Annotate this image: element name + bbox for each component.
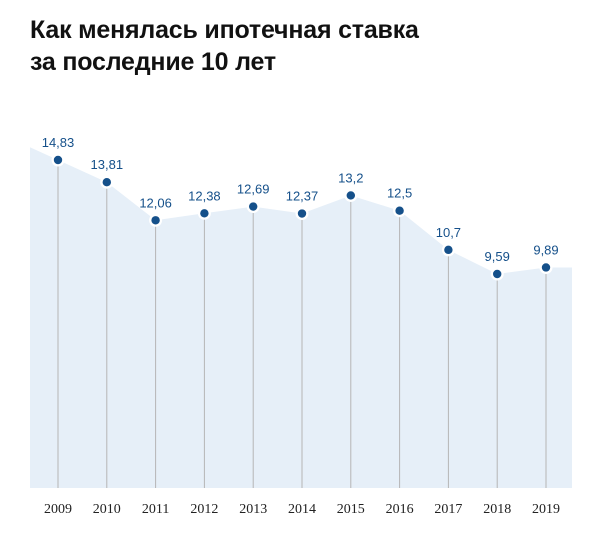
value-label-2015: 13,2 (338, 170, 363, 185)
x-tick-label-2014: 2014 (288, 502, 316, 517)
x-tick-label-2011: 2011 (142, 502, 169, 517)
x-tick-label-2017: 2017 (434, 502, 462, 517)
value-label-2009: 14,83 (42, 135, 75, 150)
chart-title: Как менялась ипотечная ставка за последн… (30, 14, 590, 78)
x-tick-label-2018: 2018 (483, 502, 511, 517)
chart-title-line-2: за последние 10 лет (30, 48, 276, 76)
value-label-2018: 9,59 (485, 249, 510, 264)
x-tick-label-2009: 2009 (44, 502, 72, 517)
x-tick-label-2012: 2012 (190, 502, 218, 517)
x-tick-label-2016: 2016 (386, 502, 414, 517)
data-point-2014 (297, 209, 307, 218)
value-label-2011: 12,06 (139, 195, 172, 210)
data-point-2012 (200, 209, 209, 218)
value-label-2010: 13,81 (91, 157, 124, 172)
x-tick-label-2013: 2013 (239, 502, 267, 517)
data-point-2017 (444, 245, 453, 255)
value-label-2013: 12,69 (237, 182, 270, 197)
x-tick-label-2010: 2010 (93, 502, 121, 517)
data-point-2015 (346, 191, 355, 200)
area-fill (30, 147, 572, 489)
data-point-2011 (151, 216, 160, 225)
value-label-2014: 12,37 (286, 189, 319, 204)
chart-title-line-1: Как менялась ипотечная ставка (30, 16, 419, 44)
value-label-2016: 12,5 (387, 186, 412, 201)
value-label-2017: 10,7 (436, 225, 461, 240)
data-point-2010 (102, 177, 112, 187)
data-point-2009 (53, 155, 63, 165)
data-point-2019 (541, 263, 551, 272)
data-point-2016 (395, 206, 404, 215)
value-label-2019: 9,89 (533, 242, 558, 257)
x-tick-label-2019: 2019 (532, 502, 560, 517)
value-label-2012: 12,38 (188, 188, 221, 203)
x-tick-label-2015: 2015 (337, 502, 365, 517)
data-point-2013 (249, 202, 258, 211)
data-point-2018 (493, 269, 502, 279)
